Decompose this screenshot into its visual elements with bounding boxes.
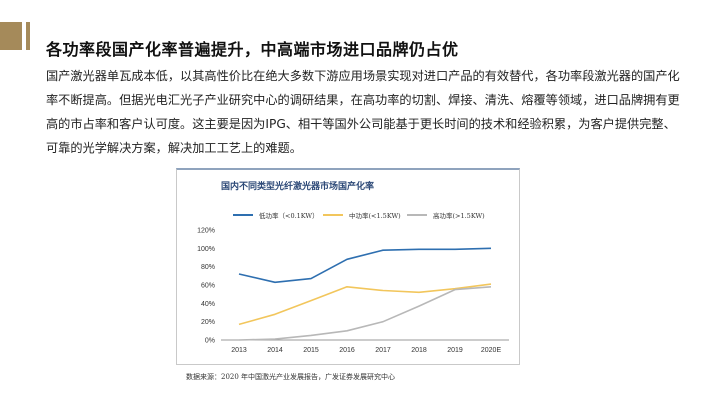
legend-item-high-power: 高功率(>1.5KW) <box>407 210 485 220</box>
y-tick-label: 120% <box>197 228 215 235</box>
legend-item-low-power: 低功率（<0.1KW） <box>233 210 319 220</box>
series-line-1 <box>238 283 492 326</box>
x-tick-label: 2013 <box>231 347 247 354</box>
body-paragraph: 国产激光器单瓦成本低，以其高性价比在绝大多数下游应用场景实现对进口产品的有效替代… <box>46 69 680 155</box>
legend-swatch-mid-power <box>323 214 343 216</box>
line-chart: 0% 20% 40% 60% 80% 100% 120% 2013 2014 2015 2016 20… <box>197 228 509 354</box>
x-tick-label: 2018 <box>411 347 427 354</box>
y-tick-label: 80% <box>201 264 215 271</box>
y-tick-label: 100% <box>197 246 215 253</box>
legend-swatch-high-power <box>407 214 427 216</box>
series-line-2 <box>238 286 492 341</box>
y-tick-label: 0% <box>205 338 215 345</box>
y-tick-label: 20% <box>201 319 215 326</box>
y-tick-label: 60% <box>201 283 215 290</box>
legend-label-low-power: 低功率（<0.1KW） <box>259 212 319 220</box>
x-tick-label: 2015 <box>303 347 319 354</box>
slide-title: 各功率段国产化率普遍提升，中高端市场进口品牌仍占优 <box>46 40 459 59</box>
chart-frame: 国内不同类型光纤激光器市场国产化率 低功率（<0.1KW） 中功率(<1.5KW… <box>176 168 520 365</box>
x-tick-label: 2020E <box>481 347 502 354</box>
title-accent-line <box>26 22 30 50</box>
series-line-0 <box>238 247 492 284</box>
y-tick-label: 40% <box>201 301 215 308</box>
x-tick-label: 2016 <box>339 347 355 354</box>
x-tick-label: 2014 <box>267 347 283 354</box>
legend-swatch-low-power <box>233 214 253 216</box>
x-tick-label: 2019 <box>447 347 463 354</box>
legend-label-mid-power: 中功率(<1.5KW) <box>349 212 401 220</box>
x-tick-label: 2017 <box>375 347 391 354</box>
legend-item-mid-power: 中功率(<1.5KW) <box>323 210 401 220</box>
source-note: 数据来源：2020 年中国激光产业发展报告，广发证券发展研究中心 <box>186 373 396 381</box>
chart-title: 国内不同类型光纤激光器市场国产化率 <box>221 182 375 192</box>
title-accent-block <box>0 22 22 50</box>
legend-label-high-power: 高功率(>1.5KW) <box>433 212 485 220</box>
